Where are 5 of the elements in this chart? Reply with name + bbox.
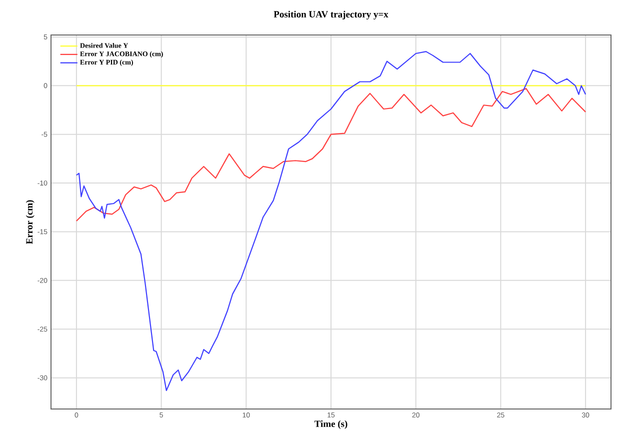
x-axis-title: Time (s) bbox=[314, 420, 348, 429]
chart-title: Position UAV trajectory y=x bbox=[274, 10, 388, 20]
line-series bbox=[76, 88, 586, 222]
line-series bbox=[76, 50, 586, 392]
y-axis-title: Error (cm) bbox=[26, 200, 34, 244]
